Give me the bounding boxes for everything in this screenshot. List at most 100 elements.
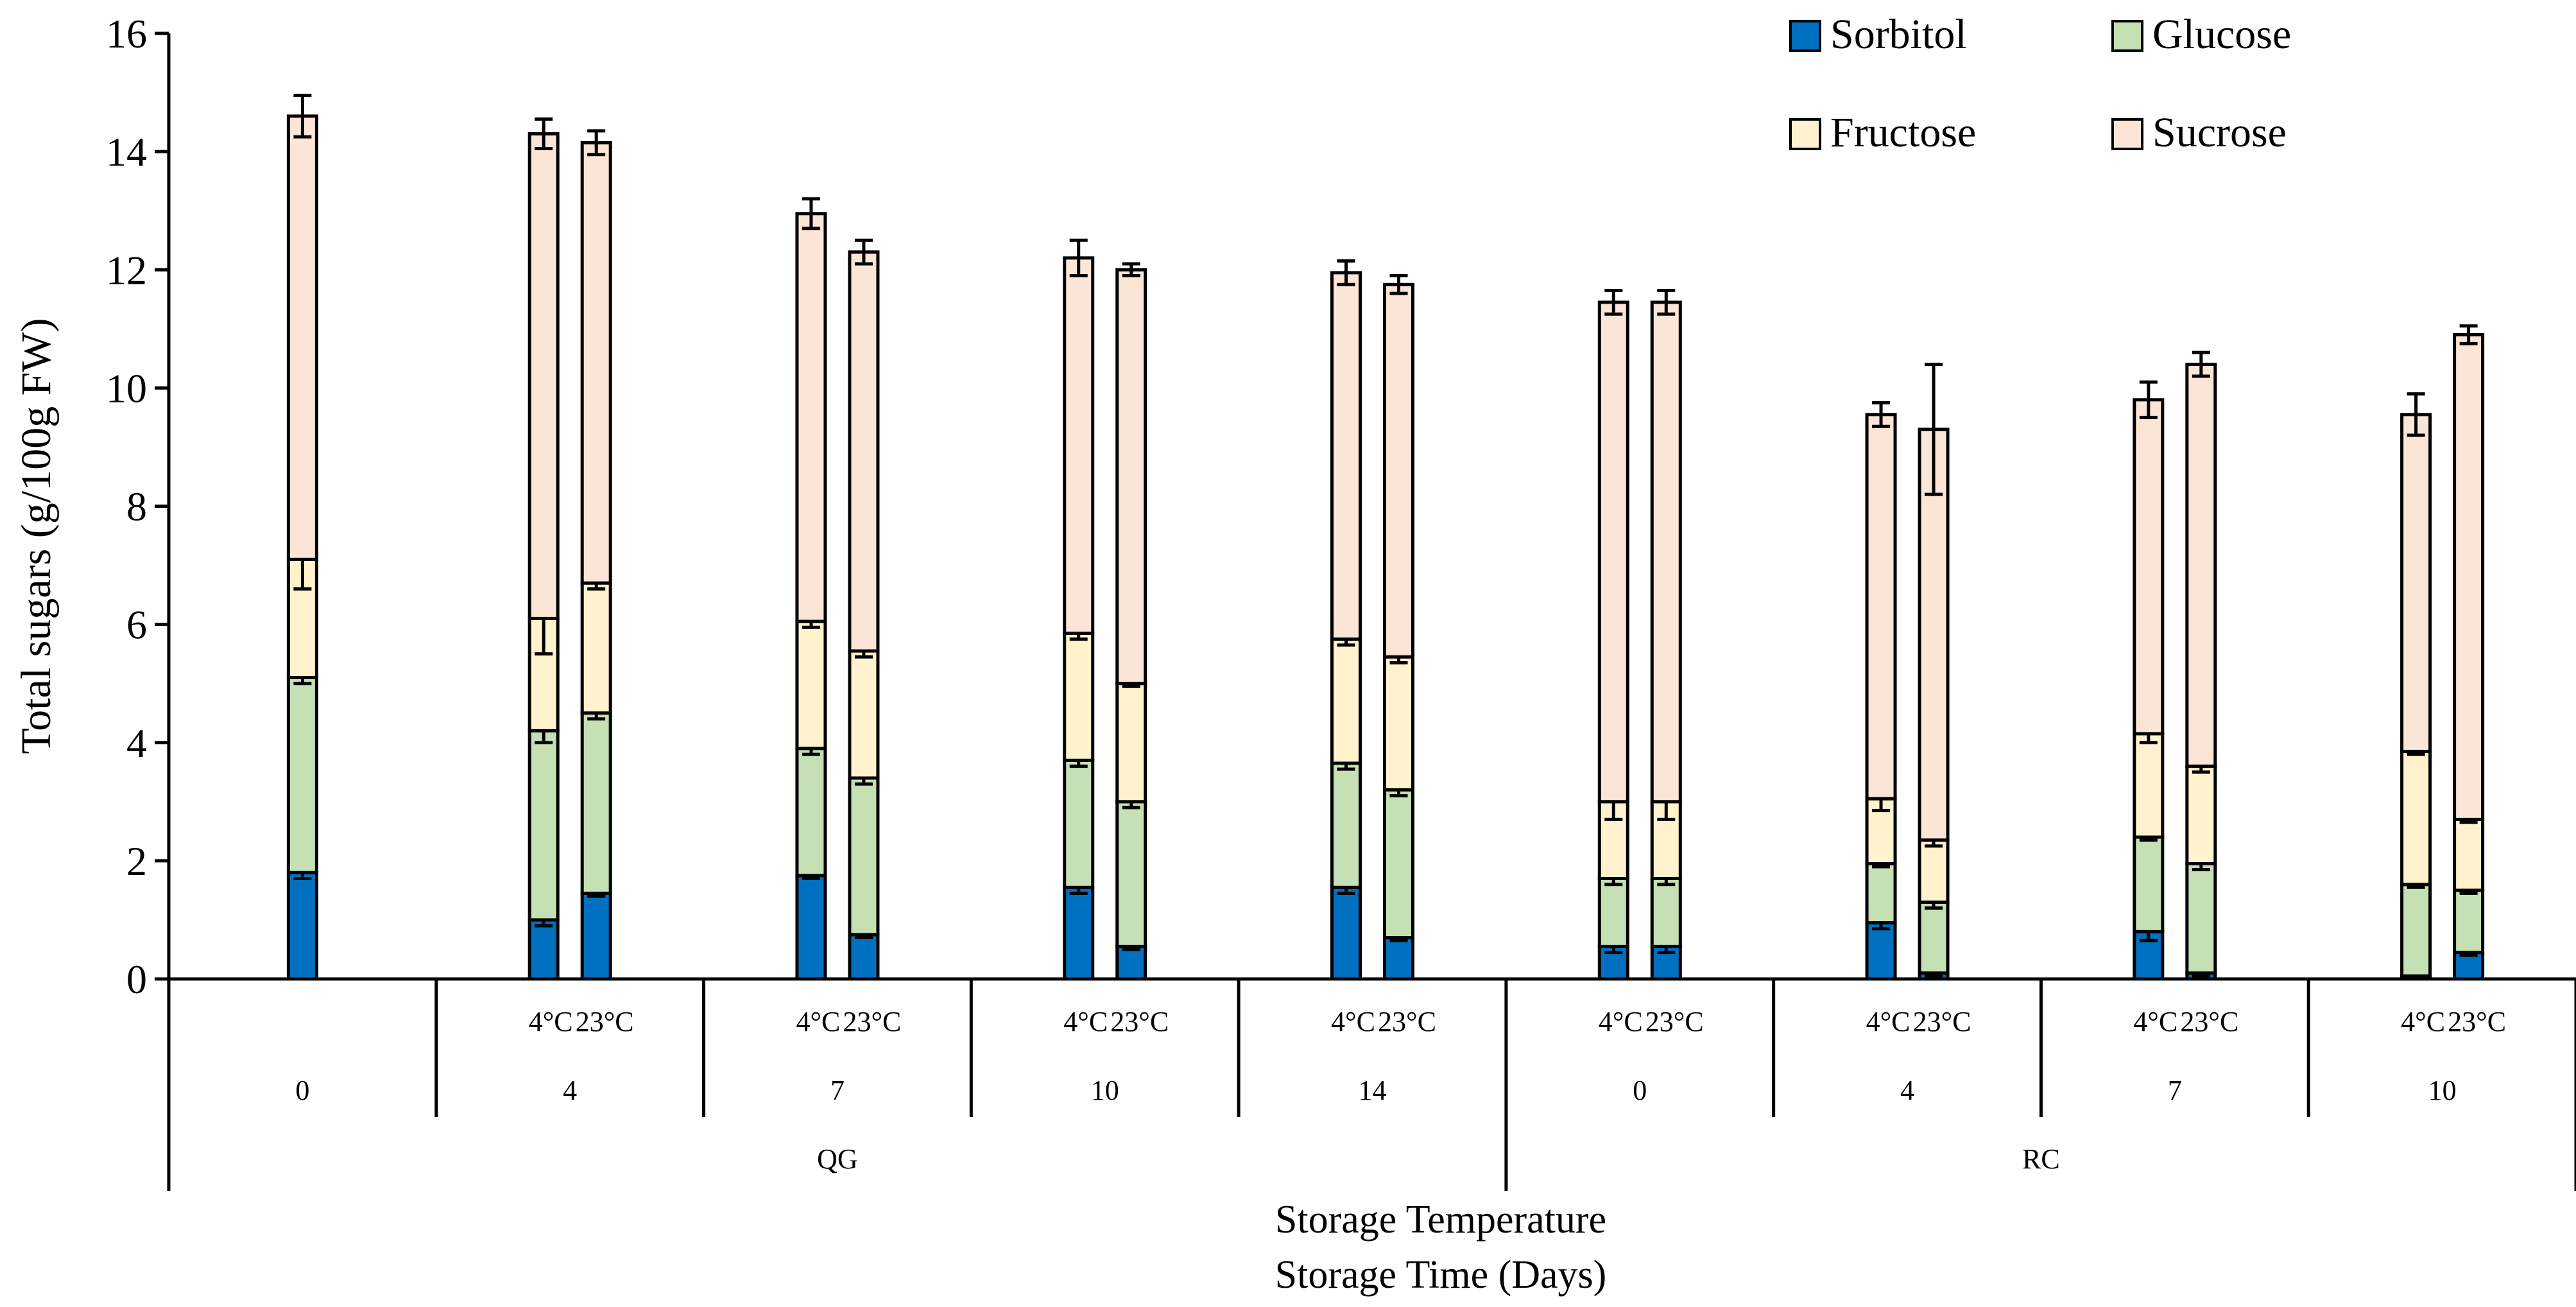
y-tick-label: 6: [126, 602, 147, 648]
bar-segment-fructose: [2185, 765, 2217, 865]
temperature-label: 23°C: [1110, 1006, 1169, 1037]
temperature-label: 23°C: [1378, 1006, 1436, 1037]
bar-segment-fructose: [1115, 682, 1147, 804]
legend-label-fructose: Fructose: [1830, 109, 1976, 156]
bar-segment-glucose: [2400, 883, 2432, 978]
temperature-label: 4°C: [1866, 1006, 1911, 1037]
y-tick-label: 8: [126, 484, 147, 530]
day-label: 14: [1359, 1075, 1387, 1106]
bar-segment-fructose: [2453, 817, 2485, 892]
day-label: 10: [1091, 1075, 1119, 1106]
bar-segment-sucrose: [580, 141, 612, 585]
legend-label-sorbitol: Sorbitol: [1830, 11, 1967, 58]
day-label: 7: [830, 1075, 845, 1106]
bar-segment-sucrose: [1650, 300, 1682, 804]
legend-swatch-glucose: [2111, 20, 2143, 52]
legend-label-sucrose: Sucrose: [2152, 109, 2287, 156]
day-label: 0: [295, 1075, 309, 1106]
day-label: 4: [1900, 1075, 1914, 1106]
bar-segment-sorbitol: [1063, 885, 1095, 981]
bar-segment-sucrose: [1115, 268, 1147, 686]
temperature-label: 4°C: [2133, 1006, 2177, 1037]
bar-segment-glucose: [1115, 800, 1147, 948]
bar-segment-glucose: [1865, 861, 1897, 925]
bar-segment-glucose: [286, 675, 318, 874]
bar-segment-fructose: [795, 619, 827, 750]
bar-segment-sucrose: [2453, 333, 2485, 821]
y-tick-label: 10: [106, 365, 147, 411]
bar-segment-sorbitol: [1383, 936, 1414, 981]
bar-segment-sucrose: [2400, 413, 2432, 754]
bar-segment-glucose: [2185, 861, 2217, 975]
bar-segment-fructose: [1383, 655, 1414, 792]
bar-segment-fructose: [848, 649, 880, 780]
axes-layer: 0 2 4 6 8 10 12 14 16: [106, 11, 2576, 1191]
bar-segment-sorbitol: [1597, 944, 1629, 981]
legend-swatch-sucrose: [2111, 118, 2143, 150]
bar-segment-glucose: [1597, 876, 1629, 948]
bar-segment-sorbitol: [1330, 885, 1362, 981]
bar-segment-sorbitol: [795, 874, 827, 981]
bar-segment-fructose: [580, 581, 612, 715]
y-tick-label: 4: [126, 720, 147, 766]
bar-segment-sucrose: [795, 212, 827, 623]
bar-segment-glucose: [1330, 761, 1362, 889]
x-axis-title-temperature: Storage Temperature: [1275, 1198, 1606, 1242]
day-label: 0: [1633, 1075, 1647, 1106]
bar-segment-sucrose: [286, 114, 318, 561]
bars-layer: [286, 94, 2485, 981]
bar-segment-glucose: [1650, 876, 1682, 948]
bar-segment-sucrose: [1865, 413, 1897, 801]
bar-segment-fructose: [2400, 750, 2432, 887]
bar-segment-sorbitol: [848, 933, 880, 981]
temperature-label: 4°C: [1331, 1006, 1375, 1037]
temperature-label: 4°C: [1599, 1006, 1643, 1037]
temperature-label: 23°C: [843, 1006, 901, 1037]
temperature-label: 23°C: [576, 1006, 634, 1037]
day-label: 7: [2168, 1075, 2182, 1106]
bar-segment-glucose: [1063, 758, 1095, 889]
temperature-label: 4°C: [796, 1006, 840, 1037]
legend-swatch-fructose: [1789, 118, 1821, 150]
bar-segment-glucose: [2133, 835, 2165, 933]
bar-segment-sorbitol: [1865, 921, 1897, 981]
bar-segment-glucose: [2453, 888, 2485, 955]
bar-segment-sorbitol: [528, 918, 560, 981]
y-axis-title: Total sugars (g/100g FW): [13, 318, 60, 754]
day-label: 10: [2428, 1075, 2457, 1106]
bar-segment-sucrose: [1918, 428, 1950, 842]
bar-segment-sucrose: [1597, 300, 1629, 804]
bar-segment-glucose: [528, 729, 560, 922]
y-tick-label: 12: [106, 247, 147, 293]
variety-label: QG: [817, 1143, 858, 1175]
bar-segment-sucrose: [528, 132, 560, 620]
y-tick-label: 14: [106, 129, 147, 175]
y-tick-label: 0: [126, 956, 147, 1002]
bar-segment-fructose: [1918, 838, 1950, 904]
x-axis-title-time: Storage Time (Days): [1275, 1253, 1607, 1297]
bar-segment-glucose: [795, 747, 827, 878]
bar-segment-sucrose: [2133, 398, 2165, 736]
bar-segment-sorbitol: [286, 870, 318, 981]
bar-segment-sucrose: [1063, 256, 1095, 635]
bar-segment-sucrose: [1383, 282, 1414, 659]
temperature-label: 23°C: [2448, 1006, 2506, 1037]
temperature-label: 23°C: [2180, 1006, 2238, 1037]
bar-segment-sorbitol: [1115, 944, 1147, 981]
bar-segment-glucose: [1918, 900, 1950, 975]
temperature-label: 23°C: [1913, 1006, 1971, 1037]
bar-segment-sucrose: [2185, 363, 2217, 768]
bar-segment-fructose: [1063, 631, 1095, 762]
bar-segment-sorbitol: [580, 892, 612, 981]
bar-segment-sucrose: [1330, 271, 1362, 641]
bar-segment-sucrose: [848, 250, 880, 653]
bar-segment-glucose: [1383, 788, 1414, 940]
temperature-label: 23°C: [1645, 1006, 1704, 1037]
day-label: 4: [563, 1075, 577, 1106]
legend-swatch-sorbitol: [1789, 20, 1821, 52]
temperature-label: 4°C: [2401, 1006, 2445, 1037]
bar-segment-fructose: [1330, 637, 1362, 765]
variety-label: RC: [2022, 1143, 2060, 1175]
